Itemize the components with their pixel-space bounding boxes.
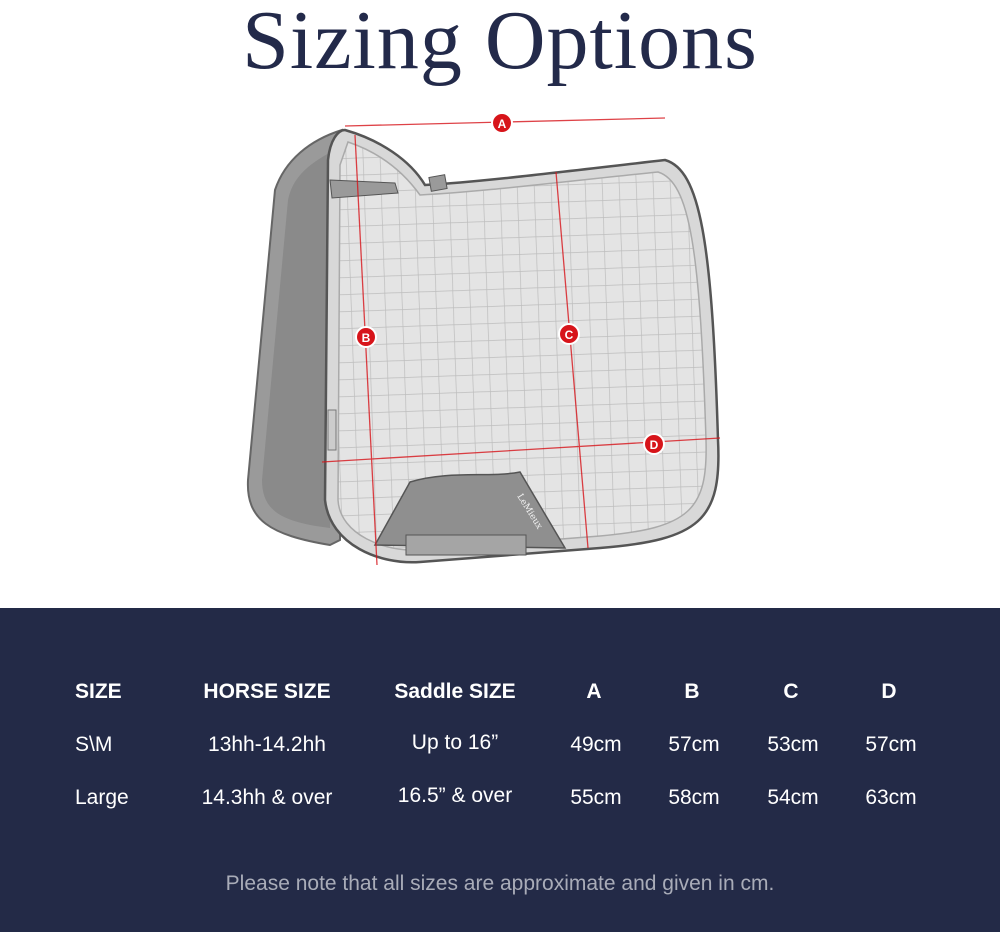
row-large-a: 55cm: [570, 786, 622, 809]
header-d: D: [881, 680, 897, 703]
header-a: A: [586, 680, 602, 703]
row-large-saddle: 16.5” & over: [397, 784, 513, 807]
marker-a: A: [491, 112, 513, 134]
row-large-b: 58cm: [668, 786, 720, 809]
header-c: C: [783, 680, 799, 703]
row-sm-c: 53cm: [767, 733, 819, 756]
row-large-d: 63cm: [865, 786, 917, 809]
marker-b: B: [355, 326, 377, 348]
pad-front: [323, 128, 720, 564]
row-sm-size: S\M: [75, 733, 113, 756]
header-b: B: [684, 680, 700, 703]
row-large-horse: 14.3hh & over: [201, 786, 333, 809]
saddle-pad-diagram: LeMieux A B C D: [246, 112, 721, 566]
header-size: SIZE: [75, 680, 122, 703]
marker-d: D: [643, 433, 665, 455]
marker-b-label: B: [362, 331, 371, 345]
marker-c-label: C: [565, 328, 574, 342]
row-sm-d: 57cm: [865, 733, 917, 756]
row-sm-a: 49cm: [570, 733, 622, 756]
marker-c: C: [558, 323, 580, 345]
page-title: Sizing Options: [242, 0, 758, 87]
row-sm-horse: 13hh-14.2hh: [208, 733, 326, 756]
header-horse-size: HORSE SIZE: [203, 680, 331, 703]
row-large-size: Large: [75, 786, 129, 809]
header-saddle-size: Saddle SIZE: [394, 680, 516, 703]
row-sm-saddle: Up to 16”: [411, 731, 499, 754]
row-large-c: 54cm: [767, 786, 819, 809]
row-sm-b: 57cm: [668, 733, 720, 756]
approximate-sizes-note: Please note that all sizes are approxima…: [225, 872, 775, 895]
size-table-panel: [0, 608, 1000, 932]
marker-a-label: A: [498, 117, 507, 131]
marker-d-label: D: [650, 438, 659, 452]
pad-back-panel: [246, 128, 344, 547]
